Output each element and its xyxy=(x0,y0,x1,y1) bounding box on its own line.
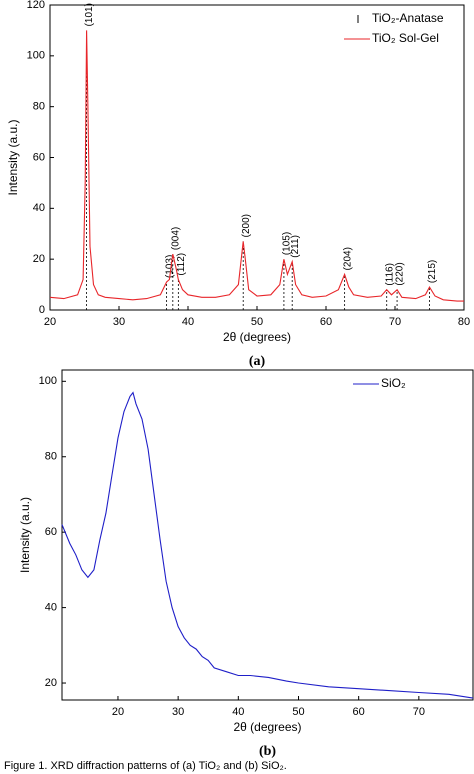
peak-label: (105) xyxy=(282,232,293,255)
y-tick-label: 20 xyxy=(45,677,57,689)
x-tick-label: 30 xyxy=(113,316,125,328)
y-tick-label: 40 xyxy=(45,602,57,614)
data-line xyxy=(49,30,464,302)
legend-label: SiO₂ xyxy=(381,376,406,390)
caption: Figure 1. XRD diffraction patterns of (a… xyxy=(4,760,287,772)
peak-label: (204) xyxy=(342,247,353,270)
x-tick-label: 40 xyxy=(182,316,194,328)
data-line xyxy=(61,391,474,699)
x-tick-label: 60 xyxy=(353,706,365,718)
panel-label: (b) xyxy=(259,744,276,759)
peak-label: (211) xyxy=(290,235,301,258)
peak-label: (112) xyxy=(176,253,187,276)
x-tick-label: 60 xyxy=(320,316,332,328)
x-tick-label: 70 xyxy=(389,316,401,328)
legend-label: TiO₂-Anatase xyxy=(372,11,444,25)
peak-label: (215) xyxy=(427,260,438,283)
x-tick-label: 30 xyxy=(172,706,184,718)
x-tick-label: 20 xyxy=(112,706,124,718)
x-tick-label: 80 xyxy=(458,316,470,328)
plot-frame xyxy=(61,369,474,701)
panel-label: (a) xyxy=(249,354,266,369)
y-axis-label: Intensity (a.u.) xyxy=(6,119,20,195)
peak-label: (101) xyxy=(84,3,95,26)
y-tick-label: 60 xyxy=(45,526,57,538)
y-tick-label: 80 xyxy=(33,101,45,113)
x-tick-label: 70 xyxy=(413,706,425,718)
x-axis-label: 2θ (degrees) xyxy=(223,330,291,344)
peak-label: (116) xyxy=(384,263,395,286)
peak-label: (004) xyxy=(170,227,181,250)
y-tick-label: 20 xyxy=(33,253,45,265)
legend-label: TiO₂ Sol-Gel xyxy=(372,31,439,45)
x-axis-label: 2θ (degrees) xyxy=(233,720,301,734)
peak-label: (220) xyxy=(395,262,406,285)
y-tick-label: 120 xyxy=(27,0,45,11)
y-tick-label: 60 xyxy=(33,151,45,163)
y-tick-label: 40 xyxy=(33,202,45,214)
x-tick-label: 50 xyxy=(251,316,263,328)
y-axis-label: Intensity (a.u.) xyxy=(18,497,32,573)
x-tick-label: 40 xyxy=(232,706,244,718)
y-tick-label: 100 xyxy=(27,50,45,62)
peak-label: (200) xyxy=(241,214,252,237)
y-tick-label: 0 xyxy=(39,304,45,316)
y-tick-label: 100 xyxy=(39,375,57,387)
peak-label: (103) xyxy=(164,255,175,278)
y-tick-label: 80 xyxy=(45,451,57,463)
x-tick-label: 20 xyxy=(44,316,56,328)
x-tick-label: 50 xyxy=(292,706,304,718)
